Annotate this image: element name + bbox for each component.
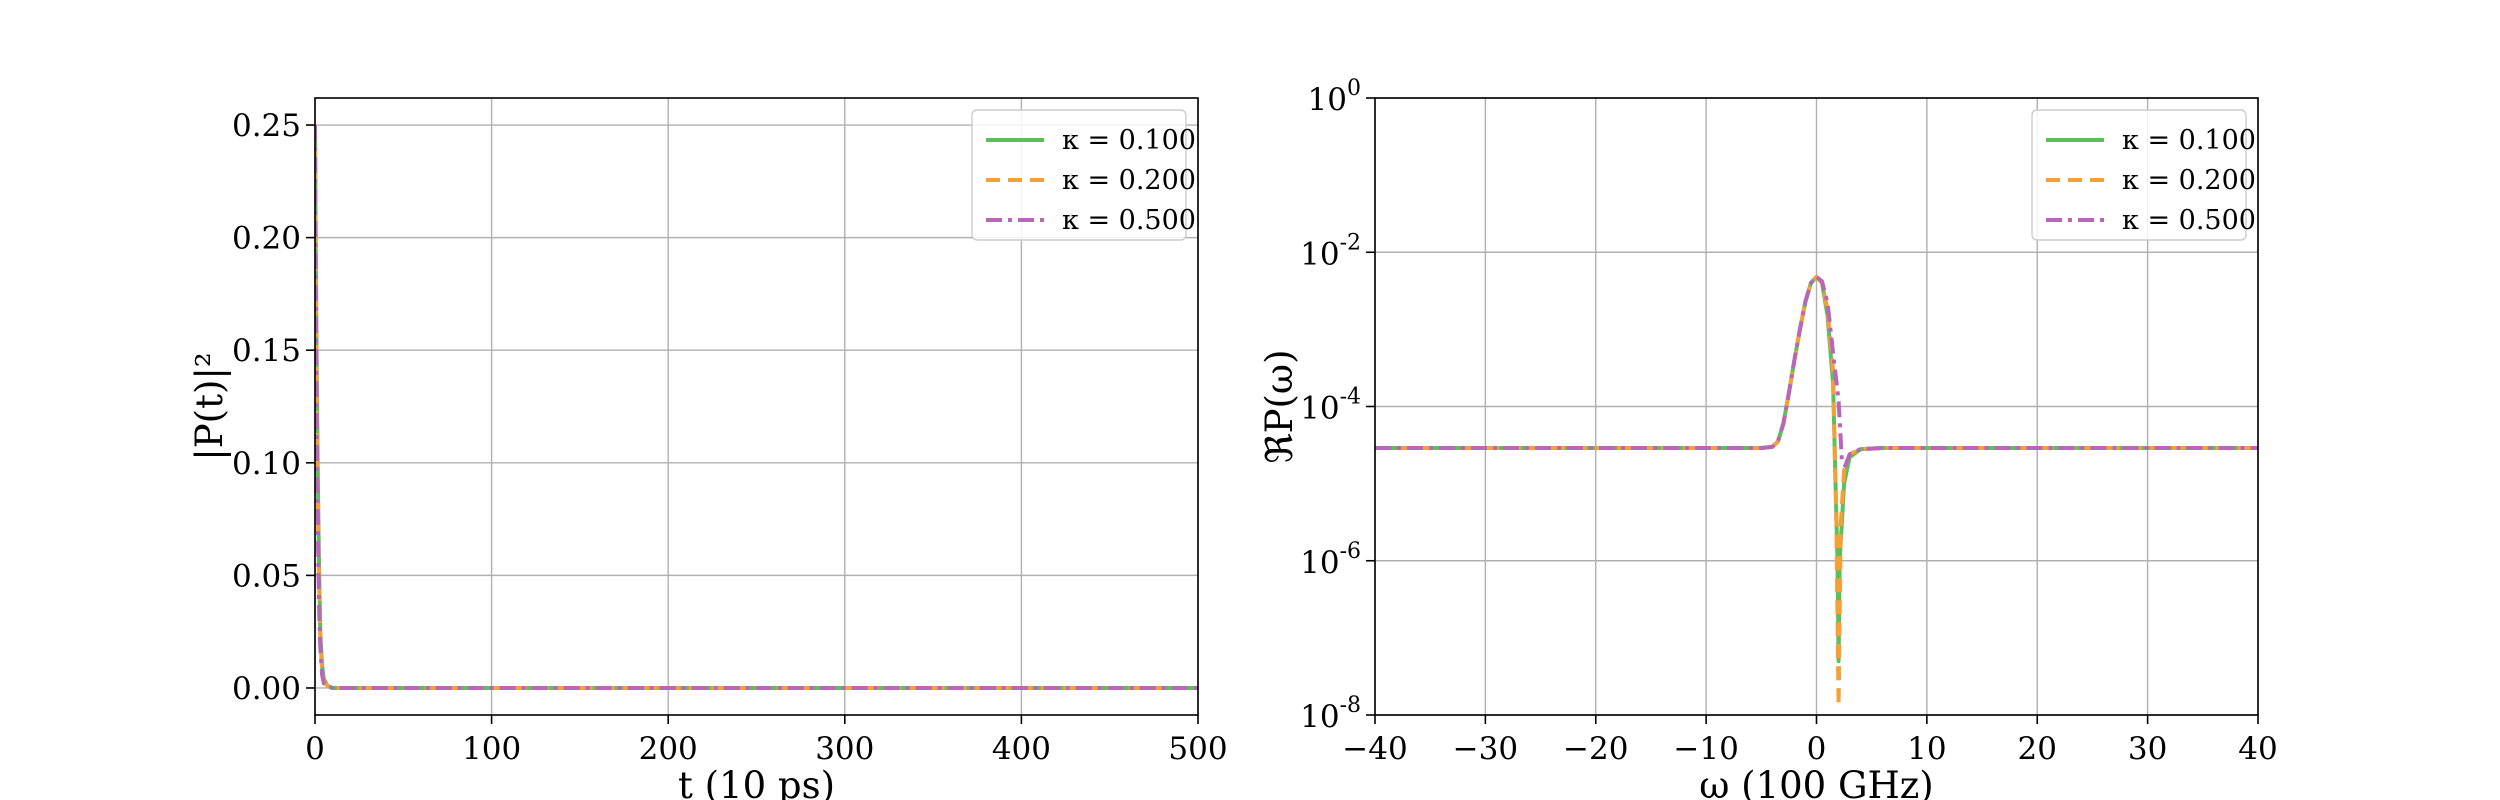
y-tick-label: 100 xyxy=(1308,76,1361,118)
y-axis-label: ℜP(ω) xyxy=(1258,349,1301,463)
x-axis-label: t (10 ps) xyxy=(678,764,835,800)
chart-panel-2: −40 −30 −20 −10 0 10 20 30 4010-810-610-410-2100… xyxy=(1258,76,2278,800)
x-tick-label: 400 xyxy=(992,731,1051,767)
x-tick-label: −20 xyxy=(1563,731,1628,767)
y-tick-label: 0.10 xyxy=(232,446,301,482)
legend-entry-1: κ = 0.100 xyxy=(2122,125,2256,156)
x-tick-label: −40 xyxy=(1342,731,1407,767)
y-tick-label: 0.05 xyxy=(232,558,301,594)
y-tick-label: 0.15 xyxy=(232,333,301,369)
x-tick-label: −30 xyxy=(1453,731,1518,767)
plot-area xyxy=(315,125,1198,690)
y-tick-label: 0.20 xyxy=(232,221,301,257)
y-tick-base: 10 xyxy=(1300,391,1339,427)
series-line-3 xyxy=(315,125,1198,690)
x-tick-label: 300 xyxy=(815,731,874,767)
x-tick-label: −10 xyxy=(1673,731,1738,767)
y-tick-base: 10 xyxy=(1300,236,1339,272)
y-tick-label: 10-6 xyxy=(1300,539,1361,581)
x-tick-label: 200 xyxy=(639,731,698,767)
legend-entry-3: κ = 0.500 xyxy=(1062,205,1196,236)
y-axis-label: |P(t)|² xyxy=(188,352,231,460)
y-tick-label: 10-2 xyxy=(1300,230,1361,272)
y-tick-base: 10 xyxy=(1308,82,1347,118)
legend: κ = 0.100 κ = 0.200 κ = 0.500 xyxy=(2031,109,2256,241)
legend-entry-2: κ = 0.200 xyxy=(2122,165,2256,196)
y-tick-label: 0.25 xyxy=(232,108,301,144)
y-tick-label: 10-8 xyxy=(1300,693,1361,735)
legend-box xyxy=(971,109,1187,241)
x-tick-label: 0 xyxy=(1807,731,1827,767)
axes-frame xyxy=(1374,97,2259,716)
x-tick-label: 40 xyxy=(2238,731,2277,767)
x-tick-label: 10 xyxy=(1907,731,1946,767)
legend-box xyxy=(2031,109,2247,241)
series-line-3 xyxy=(1375,274,2258,468)
axes-frame xyxy=(314,97,1199,716)
y-tick-label: 10-4 xyxy=(1300,385,1361,427)
y-tick-base: 10 xyxy=(1300,699,1339,735)
legend-entry-2: κ = 0.200 xyxy=(1062,165,1196,196)
x-tick-label: 30 xyxy=(2128,731,2167,767)
x-axis-label: ω (100 GHz) xyxy=(1699,764,1934,800)
y-tick-exponent: 0 xyxy=(1347,76,1361,101)
x-tick-label: 500 xyxy=(1168,731,1227,767)
x-tick-label: 100 xyxy=(462,731,521,767)
plot-area xyxy=(1375,274,2258,709)
legend-entry-3: κ = 0.500 xyxy=(2122,205,2256,236)
x-tick-label: 0 xyxy=(305,731,325,767)
y-tick-exponent: -4 xyxy=(1340,385,1361,410)
y-tick-label: 0.00 xyxy=(232,671,301,707)
legend-entry-1: κ = 0.100 xyxy=(1062,125,1196,156)
legend: κ = 0.100 κ = 0.200 κ = 0.500 xyxy=(971,109,1196,241)
x-tick-label: 20 xyxy=(2018,731,2057,767)
y-tick-exponent: -8 xyxy=(1340,693,1361,718)
y-tick-exponent: -2 xyxy=(1340,230,1361,255)
y-tick-base: 10 xyxy=(1300,545,1339,581)
chart-panel-1: 0 100 200 300 400 500 0.00 0.05 0.10 0.15 0.20 0.25… xyxy=(188,97,1228,800)
y-tick-exponent: -6 xyxy=(1340,539,1361,564)
